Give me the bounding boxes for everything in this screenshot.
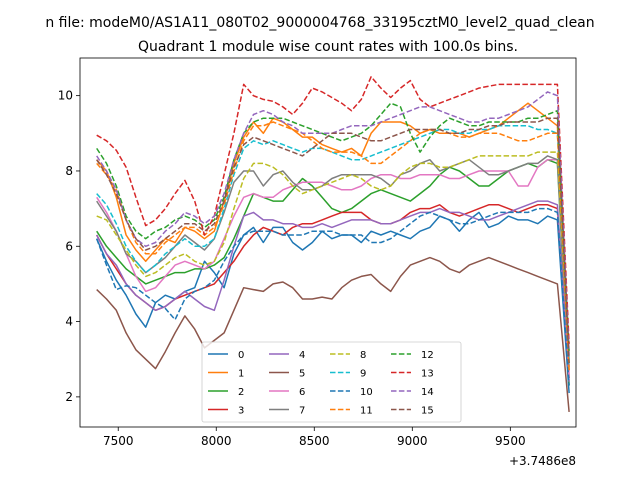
chart-suptitle: n file: modeM0/AS1A11_080T02_9000004768_… [45,15,594,31]
legend-label-1: 1 [238,369,244,380]
legend-label-5: 5 [299,369,305,380]
x-tick-label: 7500 [103,434,134,448]
legend-label-7: 7 [299,406,305,417]
series-line-15 [96,117,570,364]
series-line-6 [96,158,570,375]
axes-frame [79,57,577,428]
y-tick-label: 8 [65,164,73,178]
x-axis-ticks: 7500 8000 8500 9000 9500 [103,427,526,448]
series-line-11 [96,121,570,371]
legend-label-8: 8 [360,350,366,361]
series-line-5 [96,256,570,412]
legend-label-12: 12 [421,350,434,361]
x-tick-label: 8500 [299,434,330,448]
series-line-8 [96,151,570,364]
y-tick-label: 6 [65,239,73,253]
legend-label-11: 11 [360,406,373,417]
x-axis-offset-label: +3.7486e8 [509,454,576,468]
x-tick-label: 9500 [495,434,526,448]
x-tick-label: 9000 [397,434,428,448]
y-tick-label: 10 [58,89,73,103]
x-tick-label: 8000 [201,434,232,448]
series-line-2 [96,158,570,386]
legend-label-10: 10 [360,387,373,398]
legend-label-9: 9 [360,369,366,380]
legend-frame [201,341,462,423]
series-layer [95,76,570,412]
legend-label-3: 3 [238,406,244,417]
legend-label-13: 13 [421,369,434,380]
legend-label-6: 6 [299,387,305,398]
y-tick-label: 4 [65,315,73,329]
legend-label-0: 0 [238,350,244,361]
legend-label-14: 14 [421,387,434,398]
legend-label-2: 2 [238,387,244,398]
series-line-1 [96,102,570,371]
series-line-7 [96,155,570,367]
legend-label-4: 4 [299,350,305,361]
y-axis-ticks: 2 4 6 8 10 [58,89,80,404]
legend-label-15: 15 [421,406,434,417]
series-line-10 [95,207,570,386]
y-tick-label: 2 [65,390,73,404]
series-line-13 [96,76,570,345]
series-line-12 [96,102,570,352]
series-line-4 [96,200,570,382]
chart-title: Quadrant 1 module wise count rates with … [138,39,518,55]
